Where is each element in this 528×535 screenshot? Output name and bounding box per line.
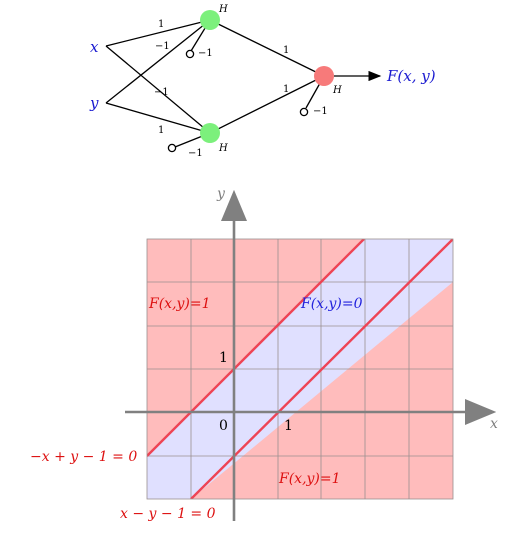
edge-x-top xyxy=(105,19,211,47)
edge-top-out xyxy=(209,19,325,77)
grid xyxy=(147,239,453,499)
weight-bottom-out: 1 xyxy=(283,84,289,95)
weight-y-top: −1 xyxy=(155,41,170,52)
edge-y-top xyxy=(105,19,211,104)
bias-bottom-label: −1 xyxy=(188,148,203,159)
x-axis-label: x xyxy=(490,416,498,432)
line1-equation: −x + y − 1 = 0 xyxy=(30,449,137,465)
edge-bottom-out xyxy=(209,75,325,134)
bias-out-label: −1 xyxy=(313,106,328,117)
output-f-label: F(x, y) xyxy=(386,67,436,85)
y-axis-label: y xyxy=(216,186,226,202)
region-label-bottom-right: F(x,y)=1 xyxy=(278,471,341,487)
edge-y-bottom xyxy=(105,102,211,134)
decision-line-1 xyxy=(147,239,365,457)
output-node-label: H xyxy=(332,85,342,96)
region-label-middle: F(x,y)=0 xyxy=(300,296,363,312)
network-diagram: x y H H H F(x, y) 1 −1 −1 1 −1 −1 1 1 −1 xyxy=(89,4,436,159)
input-y-label: y xyxy=(89,94,99,112)
weight-x-top: 1 xyxy=(158,19,164,30)
bias-node-out xyxy=(299,107,309,117)
tick-label-origin: 0 xyxy=(219,418,228,434)
hidden-top-label: H xyxy=(218,4,228,15)
bias-node-bottom xyxy=(167,143,177,153)
plot-border xyxy=(146,238,454,500)
tick-label-x1: 1 xyxy=(284,418,293,434)
input-x-label: x xyxy=(90,38,99,56)
weight-top-out: 1 xyxy=(283,45,289,56)
tick-label-y1: 1 xyxy=(219,350,228,366)
output-node xyxy=(314,66,334,86)
decision-plot: x y 0 1 1 F(x,y)=1 F(x,y)=0 F(x,y)=1 −x … xyxy=(30,186,498,522)
bias-node-top xyxy=(185,49,195,59)
weight-x-bottom: −1 xyxy=(154,87,169,98)
hidden-node-bottom xyxy=(200,123,220,143)
hidden-node-top xyxy=(200,10,220,30)
hidden-bottom-label: H xyxy=(218,143,228,154)
region-label-top-left: F(x,y)=1 xyxy=(148,296,211,312)
edge-x-bottom xyxy=(105,45,211,134)
line2-equation: x − y − 1 = 0 xyxy=(120,506,216,522)
weight-y-bottom: 1 xyxy=(158,125,164,136)
bias-top-label: −1 xyxy=(198,48,213,59)
